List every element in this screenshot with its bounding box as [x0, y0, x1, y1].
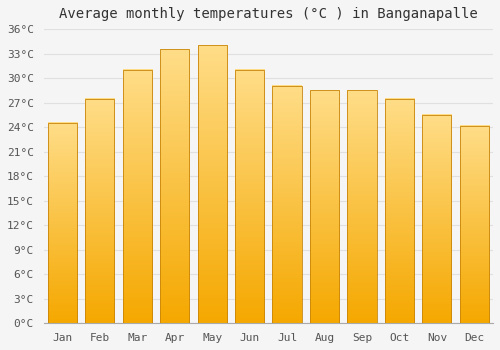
Bar [198, 46, 227, 323]
Bar [310, 90, 339, 323]
Bar [85, 99, 114, 323]
Bar [122, 70, 152, 323]
Bar [48, 123, 77, 323]
Bar [385, 99, 414, 323]
Bar [160, 49, 190, 323]
Bar [460, 126, 489, 323]
Bar [348, 90, 376, 323]
Bar [272, 86, 302, 323]
Bar [422, 115, 452, 323]
Title: Average monthly temperatures (°C ) in Banganapalle: Average monthly temperatures (°C ) in Ba… [59, 7, 478, 21]
Bar [235, 70, 264, 323]
